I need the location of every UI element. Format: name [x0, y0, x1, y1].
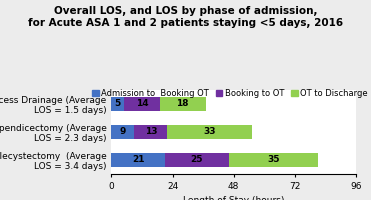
- Text: 9: 9: [119, 128, 126, 136]
- Bar: [165, 153, 229, 167]
- Legend: Admission to  Booking OT, Booking to OT, OT to Discharge: Admission to Booking OT, Booking to OT, …: [89, 85, 371, 101]
- Text: 25: 25: [190, 156, 203, 164]
- Text: Overall LOS, and LOS by phase of admission,
for Acute ASA 1 and 2 patients stayi: Overall LOS, and LOS by phase of admissi…: [28, 6, 343, 28]
- Text: 35: 35: [267, 156, 279, 164]
- Text: 21: 21: [132, 156, 144, 164]
- Bar: [229, 153, 318, 167]
- X-axis label: Length of Stay (hours): Length of Stay (hours): [183, 196, 285, 200]
- Bar: [111, 125, 134, 139]
- Bar: [111, 153, 165, 167]
- Text: 13: 13: [145, 128, 157, 136]
- Text: 14: 14: [135, 99, 148, 108]
- Text: 18: 18: [177, 99, 189, 108]
- Text: 5: 5: [115, 99, 121, 108]
- Bar: [160, 97, 206, 111]
- Bar: [124, 97, 160, 111]
- Bar: [167, 125, 252, 139]
- Bar: [111, 97, 124, 111]
- Bar: [134, 125, 167, 139]
- Text: 33: 33: [203, 128, 216, 136]
